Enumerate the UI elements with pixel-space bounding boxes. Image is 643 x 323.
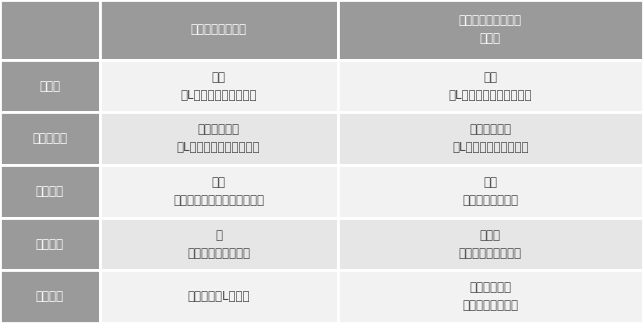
Text: 電流特性: 電流特性 [36, 290, 64, 303]
Bar [100, 165, 338, 218]
Text: メタルコンポジット
タイプ: メタルコンポジット タイプ [459, 15, 521, 45]
Text: 大きい
（熱損失が大きい）: 大きい （熱損失が大きい） [459, 229, 521, 259]
Text: 飽和しやすい
（L値が急激に低下する）: 飽和しやすい （L値が急激に低下する） [177, 123, 260, 154]
Text: 飽和しにくい
（L値は緩やかに低下）: 飽和しにくい （L値は緩やかに低下） [452, 123, 529, 154]
Text: 透磁率: 透磁率 [39, 79, 60, 93]
Bar [100, 218, 338, 270]
Text: 悪い
（高温時、定格電流が減少）: 悪い （高温時、定格電流が減少） [173, 176, 264, 207]
Bar [100, 112, 338, 165]
Bar [338, 165, 643, 218]
Text: 小
（熱損失が小さい）: 小 （熱損失が小さい） [187, 229, 250, 259]
Bar [338, 0, 643, 60]
Bar [100, 60, 338, 112]
Text: 磁気飽和性: 磁気飽和性 [32, 132, 68, 145]
Text: 大電流に対応
（過電流に強い）: 大電流に対応 （過電流に強い） [462, 281, 518, 312]
Bar [0, 270, 100, 323]
Bar [338, 270, 643, 323]
Bar [0, 218, 100, 270]
Bar [0, 60, 100, 112]
Text: 高い
（L値を大きくできる）: 高い （L値を大きくできる） [181, 71, 257, 101]
Bar [0, 112, 100, 165]
Text: 低い
（L値を大きくできない）: 低い （L値を大きくできない） [449, 71, 532, 101]
Bar [100, 270, 338, 323]
Text: フェライトタイプ: フェライトタイプ [190, 23, 247, 36]
Text: 直流抗抗: 直流抗抗 [36, 237, 64, 251]
Bar [338, 112, 643, 165]
Text: 低電流時はL値一定: 低電流時はL値一定 [187, 290, 250, 303]
Text: 熱安定性: 熱安定性 [36, 185, 64, 198]
Bar [338, 218, 643, 270]
Bar [338, 60, 643, 112]
Bar [0, 165, 100, 218]
Text: 良い
（安定している）: 良い （安定している） [462, 176, 518, 207]
Bar [0, 0, 100, 60]
Bar [100, 0, 338, 60]
